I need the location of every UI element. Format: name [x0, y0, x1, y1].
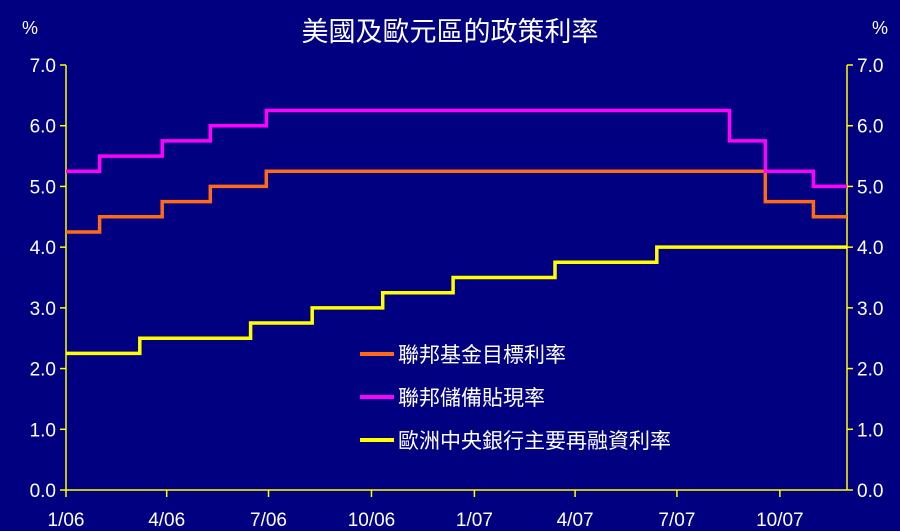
y-tick-label-left: 3.0 [30, 299, 56, 320]
x-tick-label: 1/06 [48, 510, 85, 531]
y-tick-label-left: 2.0 [30, 360, 56, 381]
legend-swatch [360, 351, 394, 356]
right-axis-unit: % [872, 18, 889, 38]
chart-title: 美國及歐元區的政策利率 [301, 17, 599, 48]
discount-rate-line [66, 108, 847, 189]
x-tick-label: 10/07 [756, 510, 804, 531]
y-tick-label-left: 4.0 [30, 238, 56, 259]
legend-label: 聯邦基金目標利率 [398, 342, 566, 367]
x-tick-label: 7/07 [658, 510, 695, 531]
legend-item-fed-funds: 聯邦基金目標利率 [360, 332, 671, 375]
y-tick-label-left: 0.0 [30, 481, 56, 502]
y-tick-label-right: 6.0 [857, 117, 883, 138]
legend-item-ecb-rate: 歐洲中央銀行主要再融資利率 [360, 418, 671, 461]
axes: 0.0 0.0 1.0 1.0 2.0 2.0 3.0 3.0 4.0 4.0 5.0 5.0 6.0 6… [30, 56, 884, 531]
x-tick-label: 7/06 [250, 510, 287, 531]
x-tick-label: 4/06 [148, 510, 185, 531]
left-axis-unit: % [22, 18, 39, 38]
series-lines [66, 108, 847, 356]
y-tick-label-right: 4.0 [857, 238, 883, 259]
ecb-rate-line [66, 245, 847, 356]
fed-funds-line [66, 169, 847, 234]
y-tick-label-right: 2.0 [857, 360, 883, 381]
y-tick-label-right: 1.0 [857, 420, 883, 441]
y-tick-label-left: 6.0 [30, 117, 56, 138]
legend-label: 歐洲中央銀行主要再融資利率 [398, 428, 671, 453]
y-tick-label-right: 7.0 [857, 56, 883, 77]
legend-item-discount-rate: 聯邦儲備貼現率 [360, 375, 671, 418]
y-tick-label-left: 5.0 [30, 177, 56, 198]
y-tick-label-right: 5.0 [857, 177, 883, 198]
x-tick-label: 10/06 [348, 510, 396, 531]
y-tick-label-right: 0.0 [857, 481, 883, 502]
legend-swatch [360, 437, 394, 442]
y-tick-label-left: 1.0 [30, 420, 56, 441]
x-tick-label: 4/07 [557, 510, 594, 531]
legend-label: 聯邦儲備貼現率 [398, 385, 545, 410]
legend-swatch [360, 394, 394, 399]
y-tick-label-left: 7.0 [30, 56, 56, 77]
x-tick-label: 1/07 [456, 510, 493, 531]
legend: 聯邦基金目標利率 聯邦儲備貼現率 歐洲中央銀行主要再融資利率 [360, 332, 671, 461]
y-tick-label-right: 3.0 [857, 299, 883, 320]
